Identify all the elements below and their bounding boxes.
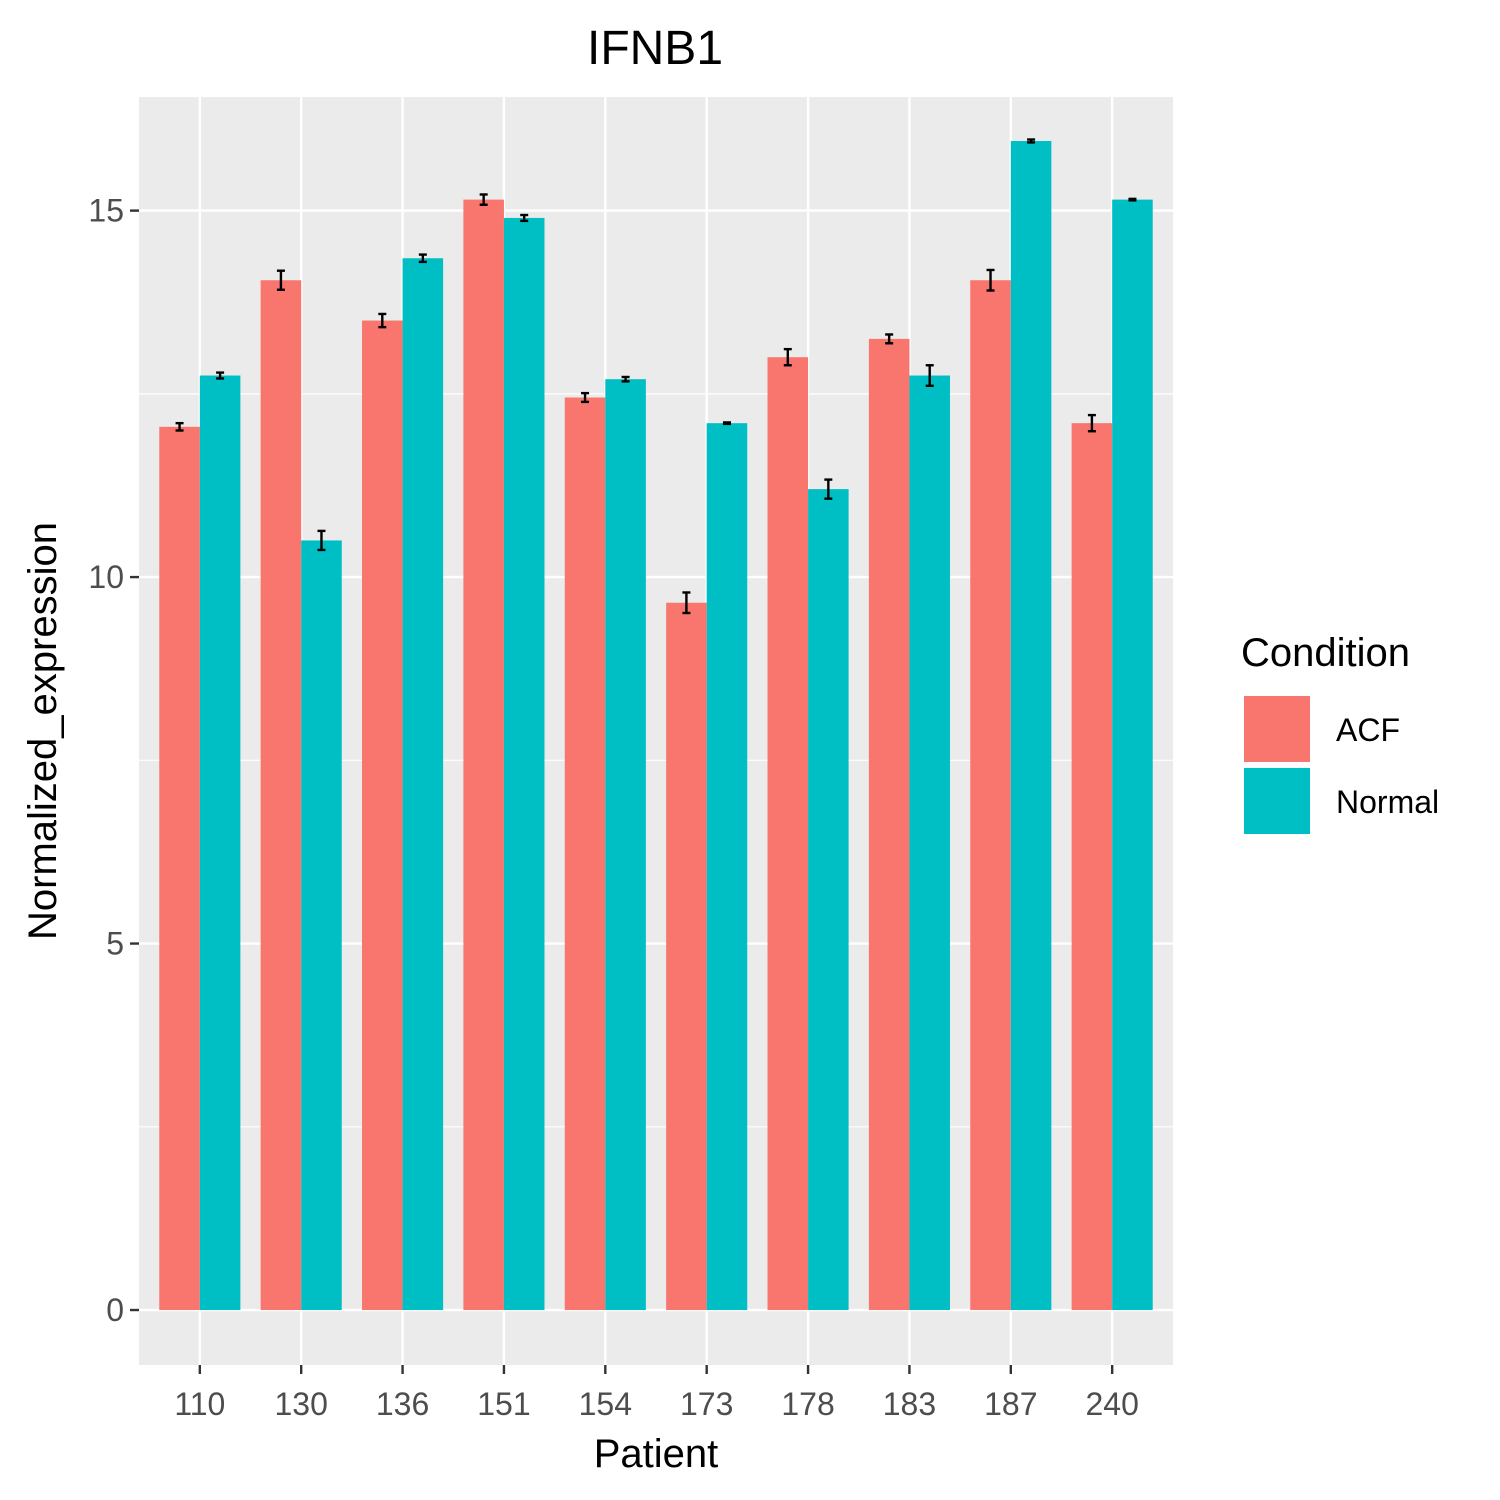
bar-normal-154: [605, 379, 646, 1311]
x-tick-label: 130: [275, 1386, 328, 1422]
x-tick-label: 110: [174, 1386, 225, 1422]
x-axis: 110 130 136 151 154 173 178 183 187 240: [174, 1365, 1139, 1422]
x-tick-label: 187: [984, 1386, 1037, 1422]
bar-acf-136: [362, 320, 403, 1311]
legend-label-normal: Normal: [1336, 784, 1439, 820]
legend-swatch-acf: [1242, 694, 1312, 764]
bar-acf-154: [564, 397, 606, 1311]
x-tick-label: 173: [680, 1386, 733, 1422]
legend-swatch-normal: [1242, 766, 1312, 836]
x-axis-title: Patient: [594, 1432, 719, 1476]
x-tick-label: 240: [1085, 1386, 1138, 1422]
y-tick-label: 0: [106, 1292, 124, 1328]
bar-normal-151: [503, 217, 545, 1311]
bar-acf-151: [463, 199, 504, 1311]
bar-normal-136: [402, 258, 444, 1311]
y-tick-label: 5: [106, 926, 124, 962]
y-axis-title: Normalized_expression: [21, 522, 65, 940]
chart-title: IFNB1: [587, 22, 723, 75]
bar-normal-240: [1112, 199, 1153, 1311]
legend: Condition ACF Normal: [1241, 631, 1439, 836]
bar-normal-130: [301, 540, 342, 1311]
bar-acf-187: [970, 280, 1011, 1311]
legend-title: Condition: [1241, 631, 1410, 675]
y-tick-label: 10: [88, 559, 124, 595]
error-bars: [175, 138, 1137, 615]
bar-acf-173: [666, 602, 707, 1311]
x-tick-label: 151: [477, 1386, 530, 1422]
bar-normal-178: [808, 489, 849, 1311]
bar-acf-240: [1071, 423, 1113, 1311]
legend-label-acf: ACF: [1336, 712, 1400, 748]
x-tick-label: 154: [579, 1386, 632, 1422]
bar-acf-130: [260, 280, 302, 1311]
bar-normal-187: [1010, 140, 1052, 1311]
x-tick-label: 136: [376, 1386, 429, 1422]
y-axis: 0 5 10 15: [88, 193, 139, 1328]
bars: [159, 140, 1153, 1311]
x-tick-label: 178: [781, 1386, 834, 1422]
bar-acf-110: [159, 426, 200, 1311]
bar-normal-183: [909, 375, 950, 1311]
bar-normal-110: [199, 375, 241, 1311]
bar-acf-183: [868, 338, 910, 1311]
bar-acf-178: [767, 357, 809, 1311]
bar-normal-173: [706, 423, 748, 1311]
y-tick-label: 15: [88, 193, 124, 229]
x-tick-label: 183: [883, 1386, 936, 1422]
